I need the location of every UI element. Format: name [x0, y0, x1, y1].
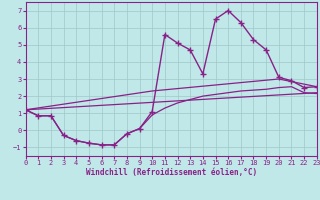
X-axis label: Windchill (Refroidissement éolien,°C): Windchill (Refroidissement éolien,°C)	[86, 168, 257, 177]
